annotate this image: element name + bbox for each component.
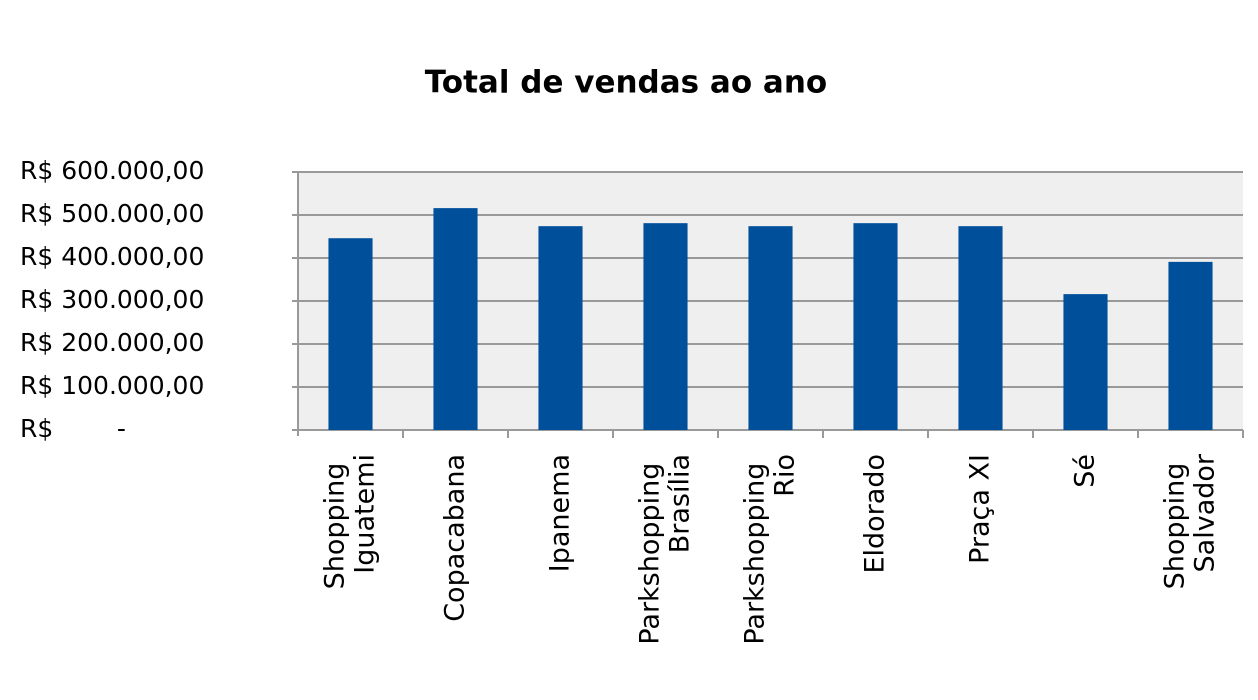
x-tick-label-line: Eldorado [859,454,890,574]
x-tick-label: Shopping Salvador [1159,453,1220,589]
chart-title: Total de vendas ao ano [425,65,827,101]
x-tick-label-line: Parkshopping [634,454,665,645]
bar [1168,261,1213,430]
x-tick-label: Parkshopping Brasília [634,454,695,645]
x-tick-label-line: Sé [1069,454,1100,488]
y-tick-label: R$ 300.000,00 [20,285,204,314]
x-tick-label-line: Iguatemi [349,454,380,574]
bar [433,208,478,430]
x-tick-label: Copacabana [439,454,470,622]
y-tick-label: R$ 500.000,00 [20,199,204,228]
x-tick-label: Parkshopping Rio [739,454,800,645]
x-tick-label: Sé [1069,454,1100,488]
y-tick-label: R$ 600.000,00 [20,156,204,185]
x-tick-label-line: Ipanema [544,454,575,572]
bar [748,226,793,430]
y-tick-label: R$ 400.000,00 [20,242,204,271]
x-tick-label-line: Shopping [1159,454,1190,589]
x-tick-label: Ipanema [544,454,575,572]
x-tick-label-line: Praça XI [964,454,995,564]
y-tick-label: R$ - [20,414,126,443]
x-tick-label-line: Brasília [664,454,695,553]
x-tick-label-line: Copacabana [439,454,470,622]
y-tick-label: R$ 200.000,00 [20,328,204,357]
x-tick-label: Shopping Iguatemi [319,454,380,589]
x-tick-label-line: Salvador [1189,453,1220,572]
bar [538,226,583,430]
bar [853,223,898,430]
bar [643,223,688,430]
x-tick-label: Praça XI [964,454,995,564]
x-tick-label-line: Shopping [319,454,350,589]
bar [958,226,1003,430]
x-tick-label-line: Rio [769,454,800,497]
x-tick-label-line: Parkshopping [739,454,770,645]
x-tick-label: Eldorado [859,454,890,574]
y-tick-label: R$ 100.000,00 [20,371,204,400]
bar [328,238,373,430]
bar [1063,294,1108,430]
